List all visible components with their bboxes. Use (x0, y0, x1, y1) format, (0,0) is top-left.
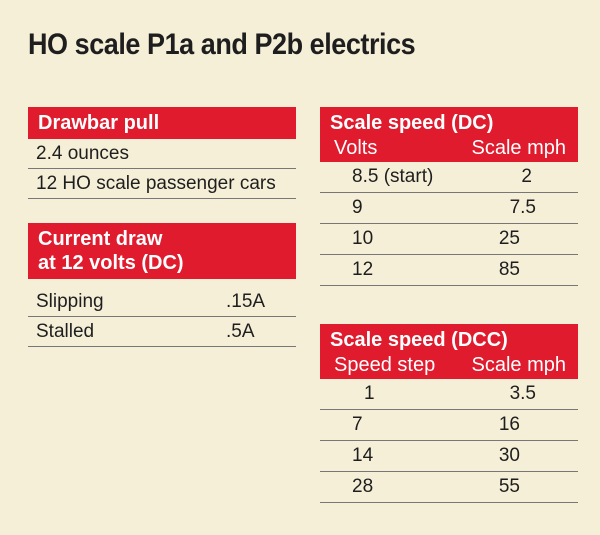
current-draw-header: Current draw at 12 volts (DC) (28, 223, 296, 279)
table-row: 9 7.5 (320, 193, 578, 224)
table-row: 2.4 ounces (28, 139, 296, 169)
drawbar-pull-header: Drawbar pull (28, 107, 296, 139)
current-row-label: Slipping (36, 290, 104, 312)
table-row: Stalled .5A (28, 317, 296, 347)
column-header-volts: Volts (334, 137, 378, 159)
dc-volts-cell: 8.5 (start) (352, 166, 434, 187)
drawbar-pull-title: Drawbar pull (38, 112, 160, 134)
drawbar-pull-value: 2.4 ounces (36, 142, 129, 164)
scale-speed-dcc-table: Scale speed (DCC) Speed step Scale mph 1… (320, 324, 578, 503)
scale-speed-dc-title: Scale speed (DC) (330, 112, 494, 134)
current-row-label: Stalled (36, 320, 95, 342)
table-row: 14 30 (320, 441, 578, 472)
current-draw-table: Current draw at 12 volts (DC) Slipping .… (28, 223, 296, 347)
column-header-scale-mph: Scale mph (471, 354, 567, 376)
scale-speed-dc-header: Scale speed (DC) Volts Scale mph (320, 107, 578, 162)
current-draw-title-line2: at 12 volts (DC) (38, 252, 184, 274)
scale-speed-dcc-column-headers: Speed step Scale mph (320, 352, 578, 379)
dcc-step-cell: 28 (352, 476, 374, 497)
scale-speed-dc-column-headers: Volts Scale mph (320, 135, 578, 162)
table-row: 10 25 (320, 224, 578, 255)
dcc-mph-cell: 3.5 (509, 383, 536, 404)
table-row: 8.5 (start) 2 (320, 162, 578, 193)
column-header-scale-mph: Scale mph (471, 137, 567, 159)
table-row: Slipping .15A (28, 287, 296, 317)
table-row: 12 85 (320, 255, 578, 286)
scale-speed-dcc-title: Scale speed (DCC) (330, 329, 508, 351)
current-row-value: .15A (226, 290, 266, 312)
table-row: 12 HO scale passenger cars (28, 169, 296, 199)
scale-speed-dcc-header: Scale speed (DCC) Speed step Scale mph (320, 324, 578, 379)
table-row: 1 3.5 (320, 379, 578, 410)
table-row: 7 16 (320, 410, 578, 441)
dcc-mph-cell: 55 (498, 476, 520, 497)
dc-volts-cell: 10 (352, 228, 374, 249)
column-header-speed-step: Speed step (334, 354, 436, 376)
drawbar-pull-table: Drawbar pull 2.4 ounces 12 HO scale pass… (28, 107, 296, 199)
dc-mph-cell: 85 (498, 259, 520, 280)
table-row: 28 55 (320, 472, 578, 503)
dc-mph-cell: 25 (498, 228, 520, 249)
drawbar-pull-cars: 12 HO scale passenger cars (36, 172, 276, 194)
dcc-step-cell: 7 (352, 414, 363, 435)
current-draw-title-line1: Current draw (38, 228, 163, 250)
dc-volts-cell: 12 (352, 259, 374, 280)
dcc-mph-cell: 16 (498, 414, 520, 435)
current-row-value: .5A (226, 320, 255, 342)
dc-mph-cell: 2 (521, 166, 532, 187)
dcc-mph-cell: 30 (498, 445, 520, 466)
dc-mph-cell: 7.5 (509, 197, 536, 218)
dc-volts-cell: 9 (352, 197, 363, 218)
dcc-step-cell: 14 (352, 445, 374, 466)
scale-speed-dc-table: Scale speed (DC) Volts Scale mph 8.5 (st… (320, 107, 578, 286)
dcc-step-cell: 1 (364, 383, 375, 404)
page-title: HO scale P1a and P2b electrics (28, 28, 416, 61)
